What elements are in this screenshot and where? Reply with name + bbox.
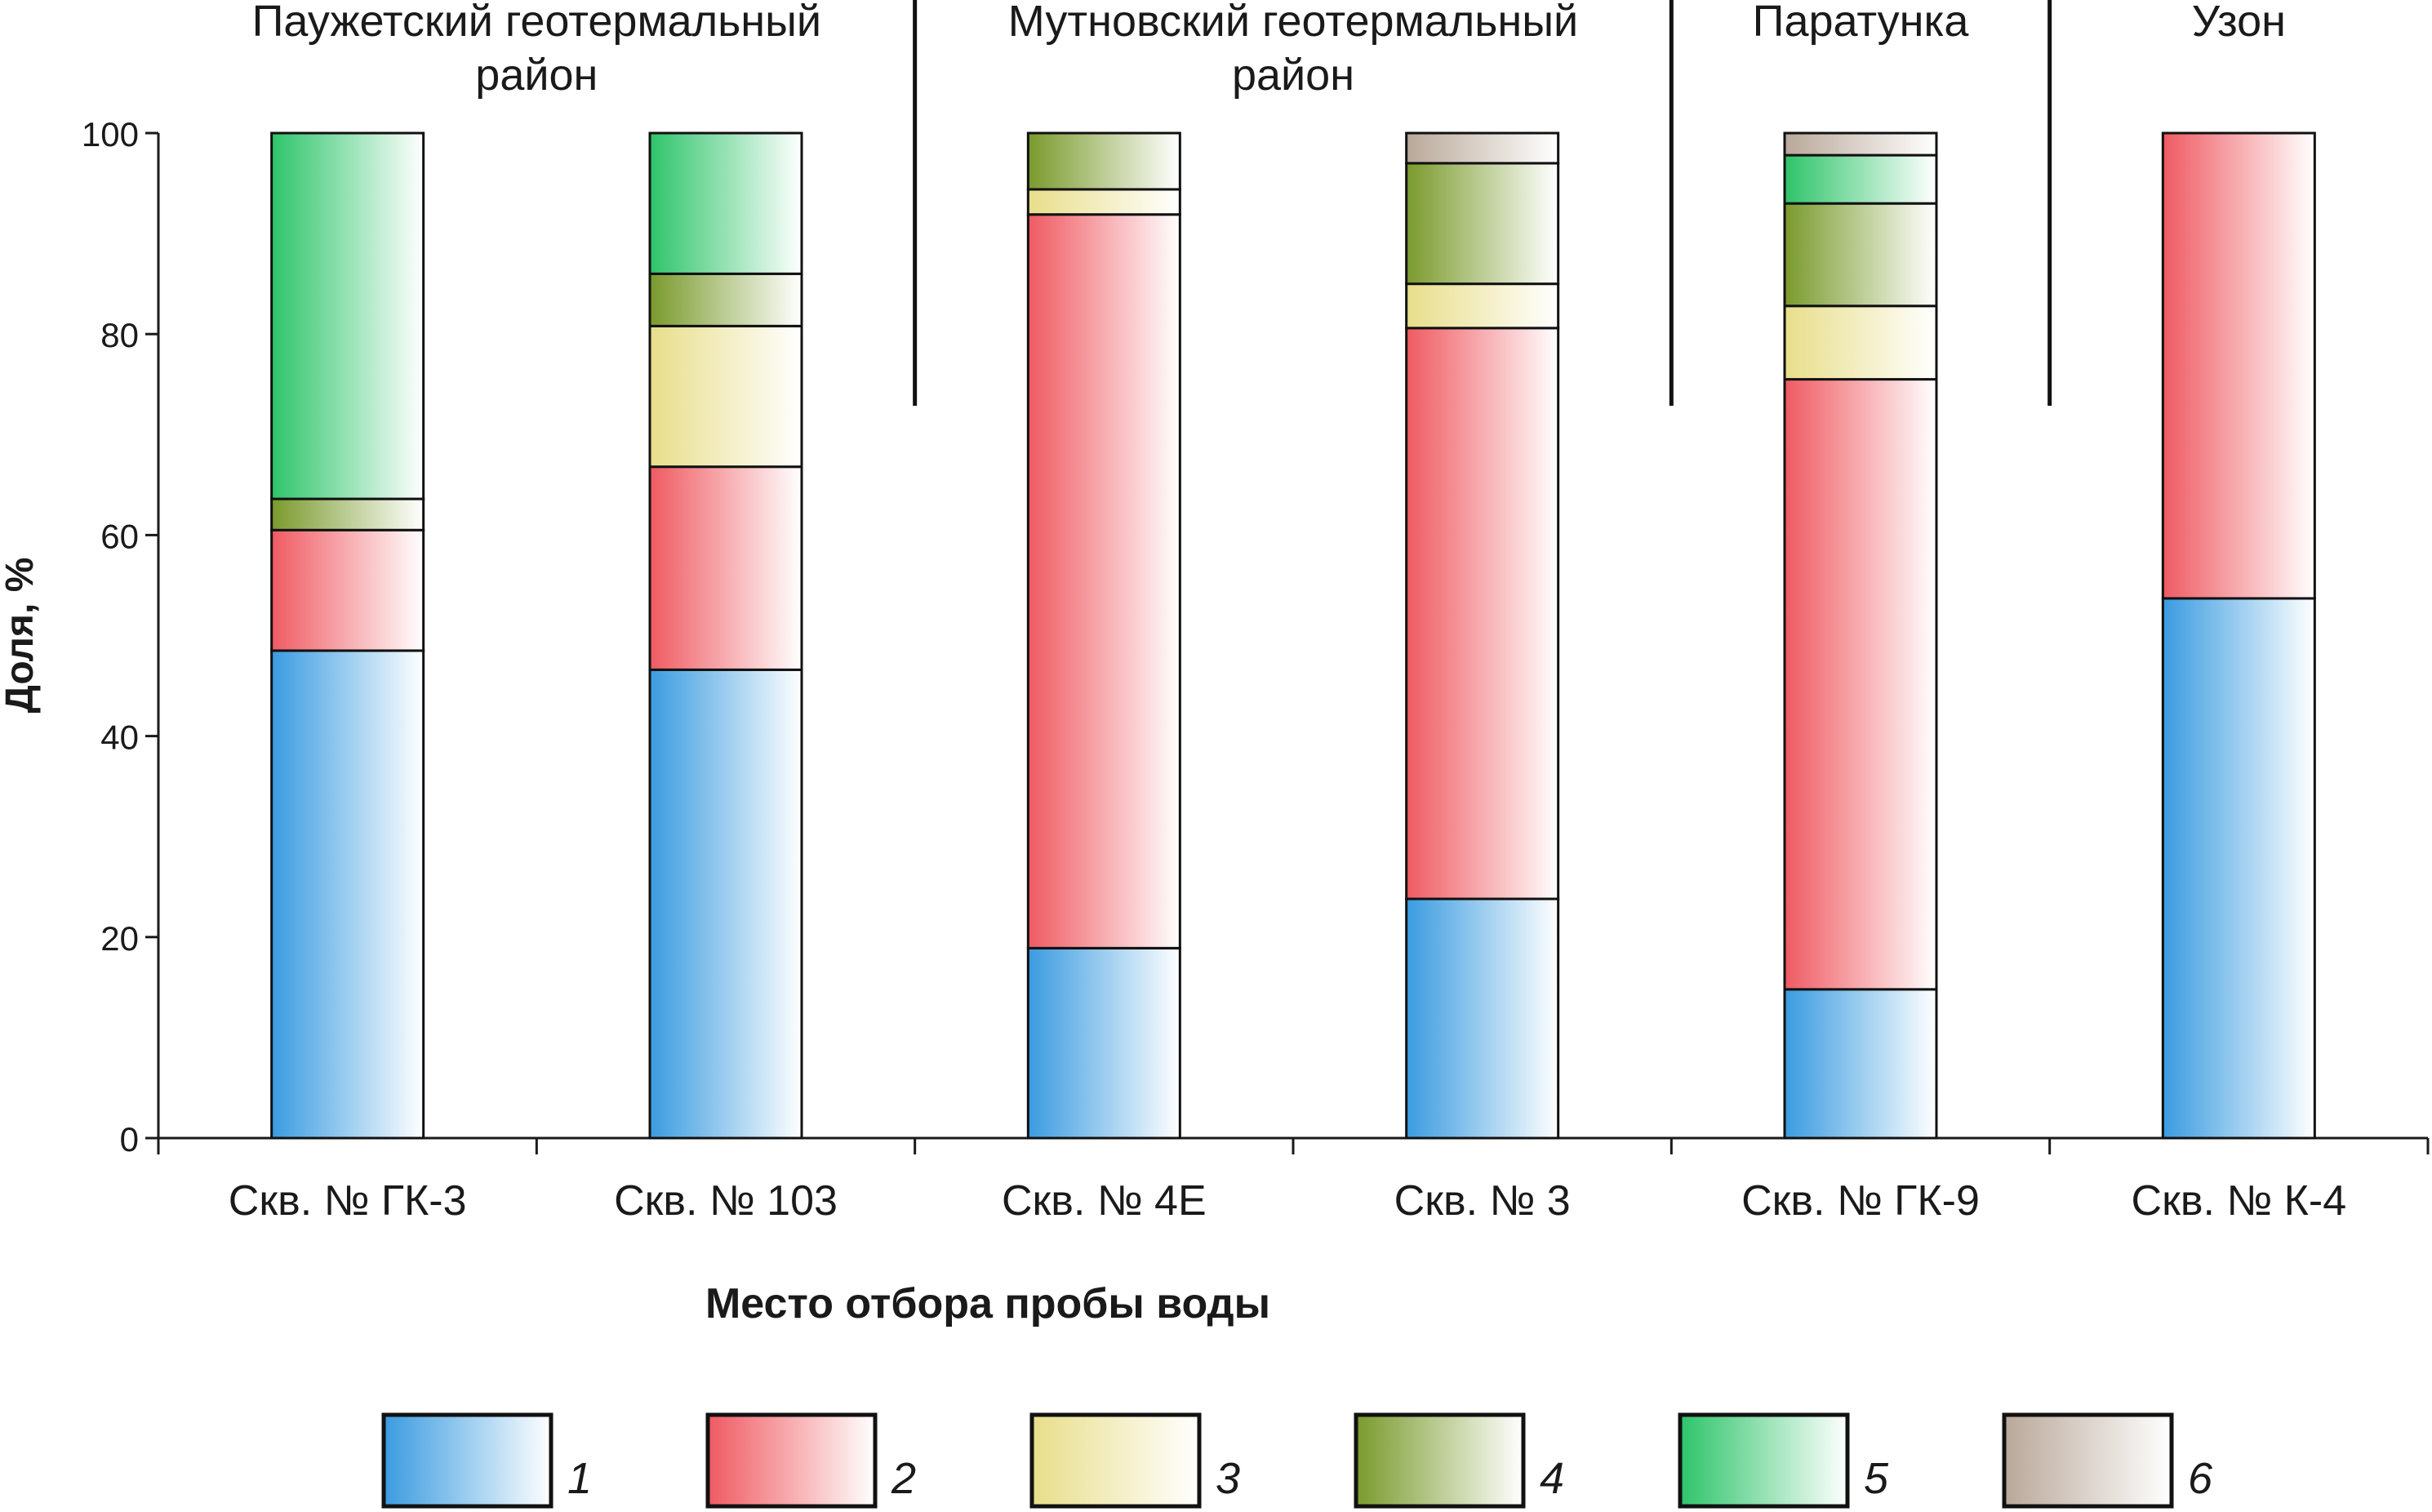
bar-segment-series-2: [2161, 131, 2316, 600]
legend-swatch: [1678, 1412, 1850, 1509]
bar-segment-series-2: [270, 528, 425, 652]
x-tick-label: Скв. № 3: [1394, 1177, 1571, 1225]
x-tick-label: Скв. № К-4: [2132, 1177, 2347, 1225]
group-label: Паужетский геотермальный: [252, 0, 821, 46]
legend-swatch: [705, 1412, 878, 1509]
legend-swatch: [381, 1412, 554, 1509]
legend-swatch: [1354, 1412, 1526, 1509]
group-headers: Паужетский геотермальный район Мутновский …: [252, 0, 2286, 406]
x-ticks: Скв. № ГК-3 Скв. № 103 Скв. № 4Е Скв. № 3 Ск…: [157, 1138, 2430, 1225]
y-tick-label: 80: [100, 316, 139, 354]
bar-segment-series-3: [648, 324, 803, 469]
x-tick-label: Скв. № ГК-9: [1741, 1177, 1980, 1225]
group-label: район: [475, 51, 598, 100]
bar-segment-series-5: [1783, 153, 1938, 205]
y-tick-label: 20: [100, 919, 139, 958]
x-tick-label: Скв. № ГК-3: [229, 1177, 467, 1225]
bar-segment-series-4: [270, 497, 425, 531]
y-axis-label: Доля, %: [0, 558, 42, 714]
y-tick-label: 60: [100, 517, 139, 555]
x-tick-label: Скв. № 4Е: [1002, 1177, 1207, 1225]
bar-segment-series-1: [648, 668, 803, 1140]
bar-segment-series-2: [1405, 327, 1560, 901]
bar-segment-series-1: [2161, 597, 2316, 1140]
bar-segment-series-1: [1783, 988, 1938, 1140]
legend-label: 4: [1540, 1454, 1564, 1503]
legend-label: 1: [567, 1454, 592, 1503]
group-label: Паратунка: [1753, 0, 1970, 46]
bar-segment-series-4: [1026, 131, 1181, 191]
legend-swatch: [1029, 1412, 1202, 1509]
legend: 1 2 3 4 5 6: [381, 1412, 2213, 1509]
bar-segment-series-2: [1783, 378, 1938, 991]
bar-segment-series-6: [1783, 131, 1938, 157]
bar-segment-series-3: [1026, 188, 1181, 216]
bar-segment-series-2: [1026, 213, 1181, 949]
group-label: Узон: [2192, 0, 2286, 46]
bar-segment-series-2: [648, 465, 803, 671]
y-tick-label: 0: [120, 1120, 139, 1158]
legend-label: 5: [1864, 1454, 1889, 1503]
y-tick-label: 40: [100, 718, 139, 757]
bar-segment-series-6: [1405, 131, 1560, 165]
bar-segment-series-3: [1405, 282, 1560, 330]
x-axis-label: Место отбора пробы воды: [705, 1280, 1270, 1327]
bars: [270, 131, 2316, 1140]
bar-segment-series-3: [1783, 305, 1938, 381]
x-tick-label: Скв. № 103: [614, 1177, 838, 1225]
y-tick-label: 100: [82, 115, 139, 153]
bar-segment-series-1: [1026, 946, 1181, 1140]
bar-segment-series-5: [270, 131, 425, 500]
legend-label: 6: [2188, 1454, 2213, 1503]
group-label: Мутновский геотермальный: [1008, 0, 1578, 46]
legend-label: 2: [891, 1454, 916, 1503]
group-label: район: [1232, 51, 1354, 100]
bar-segment-series-4: [1783, 202, 1938, 308]
legend-swatch: [2002, 1412, 2174, 1509]
bar-segment-series-5: [648, 131, 803, 275]
legend-label: 3: [1216, 1454, 1240, 1503]
bar-segment-series-4: [648, 272, 803, 327]
bar-segment-series-4: [1405, 162, 1560, 286]
y-ticks: 0 20 40 60 80 100: [82, 115, 158, 1158]
bar-segment-series-1: [270, 649, 425, 1140]
bar-segment-series-1: [1405, 897, 1560, 1140]
